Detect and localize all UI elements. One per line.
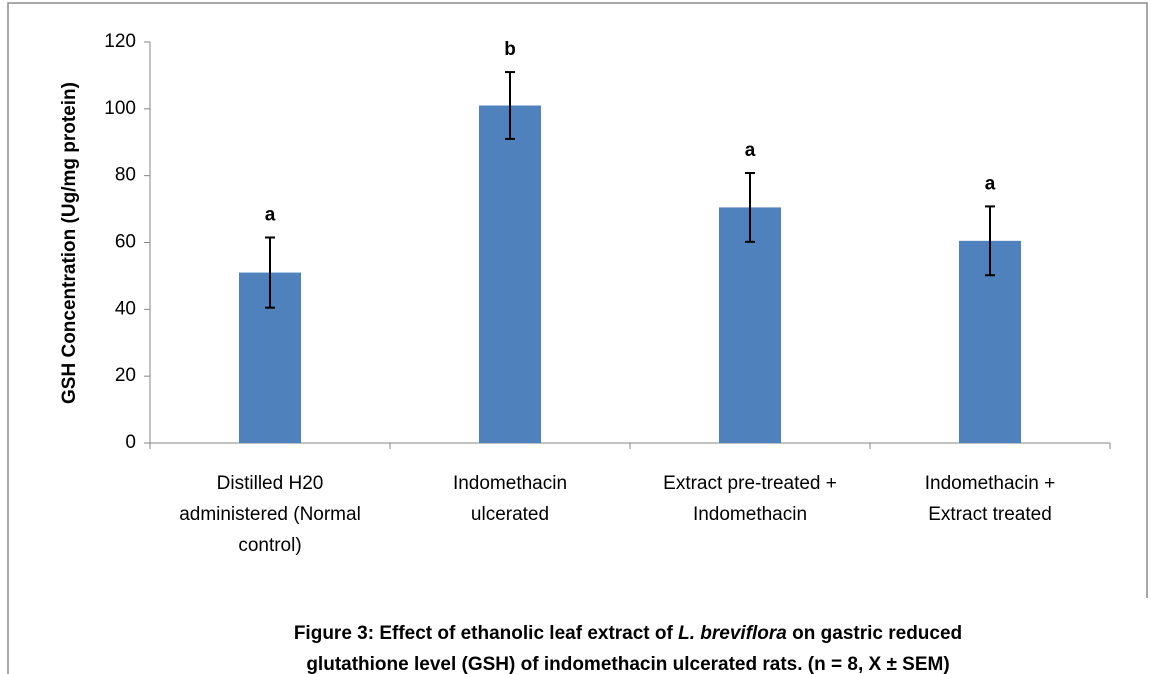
y-tick-label: 0 (125, 432, 136, 453)
y-tick-label: 20 (115, 365, 136, 386)
annotation: b (504, 39, 516, 60)
caption-line: glutathione level (GSH) of indomethacin … (306, 654, 949, 674)
y-tick-label: 40 (115, 298, 136, 319)
y-axis-label: GSH Concentration (Ug/mg protein) (59, 82, 80, 404)
error-bar (505, 71, 515, 140)
x-tick-label: Indomethacin (693, 504, 807, 525)
x-tick-label: Indomethacin + (925, 473, 1055, 494)
y-tick-label: 60 (115, 232, 136, 253)
annotation: a (745, 140, 756, 161)
chart-border (7, 2, 1148, 674)
x-tick-label: ulcerated (471, 504, 549, 525)
x-tick-label: Distilled H20 (217, 473, 324, 494)
caption-line: Figure 3: Effect of ethanolic leaf extra… (294, 623, 962, 644)
error-bar (985, 205, 995, 277)
annotation: a (265, 205, 276, 226)
error-bar (745, 171, 755, 243)
y-tick-label: 100 (104, 98, 136, 119)
caption-part: on gastric reduced (787, 623, 962, 644)
y-tick-label: 80 (115, 165, 136, 186)
x-tick-label: Extract treated (928, 504, 1052, 525)
error-bar (265, 236, 275, 309)
x-tick-label: control) (238, 535, 301, 556)
bar (479, 105, 541, 443)
x-tick-label: Extract pre-treated + (663, 473, 837, 494)
x-tick-label: Indomethacin (453, 473, 567, 494)
annotation: a (985, 173, 996, 194)
x-tick-label: administered (Normal (179, 504, 361, 525)
caption-part: Figure 3: Effect of ethanolic leaf extra… (294, 623, 678, 644)
caption-part: L. breviflora (678, 623, 787, 644)
y-tick-label: 120 (104, 31, 136, 52)
bar (719, 207, 781, 443)
